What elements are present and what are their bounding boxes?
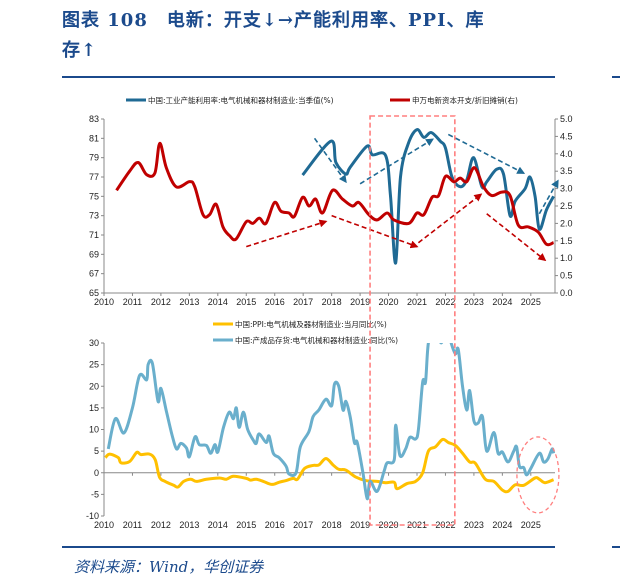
y-tick-label: 67 — [89, 269, 99, 279]
x-tick-label: 2024 — [492, 297, 512, 307]
figure-title: 图表 108 电新：开支↓→产能利用率、PPI、库 存↑ — [62, 6, 542, 66]
highlight-period-box — [369, 115, 456, 526]
x-tick-label: 2018 — [322, 297, 342, 307]
x-tick-label: 2017 — [293, 297, 313, 307]
trend-arrow — [538, 179, 559, 215]
x-tick-label: 2016 — [265, 520, 285, 530]
y-tick-label: 5 — [94, 446, 99, 456]
y-tick-label: 0 — [94, 468, 99, 478]
x-tick-label: 2012 — [151, 520, 171, 530]
y-tick-label: 75 — [89, 191, 99, 201]
x-tick-label: 2015 — [236, 297, 256, 307]
trend-arrow — [246, 219, 328, 248]
legend-label-inventory: 中国:产成品存货:电气机械和器材制造业:同比(%) — [235, 335, 398, 345]
legend-label-capex: 申万电新资本开支/折旧摊销(右) — [412, 95, 518, 105]
figure-title-line1: 图表 108 电新：开支↓→产能利用率、PPI、库 — [62, 10, 485, 31]
title-divider-edge — [612, 76, 620, 78]
title-divider — [62, 76, 555, 78]
x-tick-label: 2019 — [350, 297, 370, 307]
trend-arrow — [359, 138, 435, 185]
trend-arrow — [331, 214, 419, 249]
y2-tick-label: 2.0 — [560, 218, 573, 228]
y2-tick-label: 4.0 — [560, 149, 573, 159]
x-tick-label: 2017 — [293, 520, 313, 530]
y-tick-label: 30 — [89, 338, 99, 348]
trend-arrow — [447, 133, 526, 174]
x-tick-label: 2011 — [123, 520, 142, 530]
x-tick-label: 2013 — [179, 297, 199, 307]
x-tick-label: 2014 — [208, 520, 228, 530]
footer-divider — [62, 546, 555, 548]
x-tick-label: 2022 — [435, 520, 455, 530]
footer-divider-edge — [612, 546, 620, 548]
legend-top: 中国:工业产能利用率:电气机械和器材制造业:当季值(%) 申万电新资本开支/折旧… — [126, 95, 518, 105]
x-tick-label: 2023 — [464, 297, 484, 307]
inventory-line — [106, 343, 556, 501]
x-tick-label: 2013 — [179, 520, 199, 530]
source-note: 资料来源：Wind，华创证券 — [74, 558, 264, 576]
x-tick-label: 2024 — [492, 520, 512, 530]
x-tick-label: 2020 — [379, 297, 399, 307]
x-tick-label: 2010 — [94, 297, 114, 307]
x-tick-label: 2012 — [151, 297, 171, 307]
capex-ratio-line — [115, 141, 555, 247]
x-tick-label: 2015 — [236, 520, 256, 530]
x-tick-label: 2022 — [435, 297, 455, 307]
y-tick-label: 73 — [89, 211, 99, 221]
x-tick-label: 2010 — [94, 520, 114, 530]
y2-tick-label: 0.5 — [560, 271, 573, 281]
legend-label-capacity: 中国:工业产能利用率:电气机械和器材制造业:当季值(%) — [148, 95, 334, 105]
y-tick-label: 71 — [89, 230, 99, 240]
x-tick-label: 2018 — [322, 520, 342, 530]
x-tick-label: 2016 — [265, 297, 285, 307]
y-tick-label: 81 — [89, 133, 99, 143]
y2-tick-label: 3.5 — [560, 166, 573, 176]
x-tick-label: 2023 — [464, 520, 484, 530]
y2-tick-label: 0.0 — [560, 288, 573, 298]
y2-tick-label: 1.0 — [560, 253, 573, 263]
trend-arrow — [417, 193, 483, 244]
y2-tick-label: 2.5 — [560, 201, 573, 211]
highlight-ellipse — [516, 436, 560, 514]
x-tick-label: 2021 — [407, 297, 427, 307]
x-tick-label: 2019 — [350, 520, 370, 530]
y2-tick-label: 4.5 — [560, 131, 573, 141]
y-tick-label: 15 — [89, 403, 99, 413]
trend-arrow — [313, 137, 347, 184]
x-tick-label: 2025 — [521, 520, 541, 530]
trend-arrow — [486, 213, 547, 262]
y-tick-label: 25 — [89, 360, 99, 370]
y-tick-label: 20 — [89, 381, 99, 391]
chart-panel-top: 65 67 69 71 73 75 77 79 81 83 0.0 0.5 1.0 1.5 2.0 2.5 3.… — [89, 114, 573, 307]
x-tick-label: 2011 — [123, 297, 142, 307]
y-tick-label: 77 — [89, 172, 99, 182]
legend-bottom: 中国:PPI:电气机械及器材制造业:当月同比(%) 中国:产成品存货:电气机械和… — [213, 319, 398, 345]
ppi-line — [104, 437, 555, 494]
y2-tick-label: 3.0 — [560, 184, 573, 194]
y2-tick-label: 5.0 — [560, 114, 573, 124]
y-tick-label: 10 — [89, 425, 99, 435]
y2-tick-label: 1.5 — [560, 236, 573, 246]
x-tick-label: 2014 — [208, 297, 228, 307]
y-tick-label: 65 — [89, 288, 99, 298]
y-tick-label: 83 — [89, 114, 99, 124]
legend-label-ppi: 中国:PPI:电气机械及器材制造业:当月同比(%) — [235, 319, 387, 329]
x-tick-label: 2025 — [521, 297, 541, 307]
y-tick-label: 69 — [89, 249, 99, 259]
figure-title-line2: 存↑ — [62, 40, 98, 61]
y-tick-label: 79 — [89, 153, 99, 163]
y-tick-label: -5 — [91, 489, 99, 499]
y-tick-label: -10 — [86, 511, 99, 521]
